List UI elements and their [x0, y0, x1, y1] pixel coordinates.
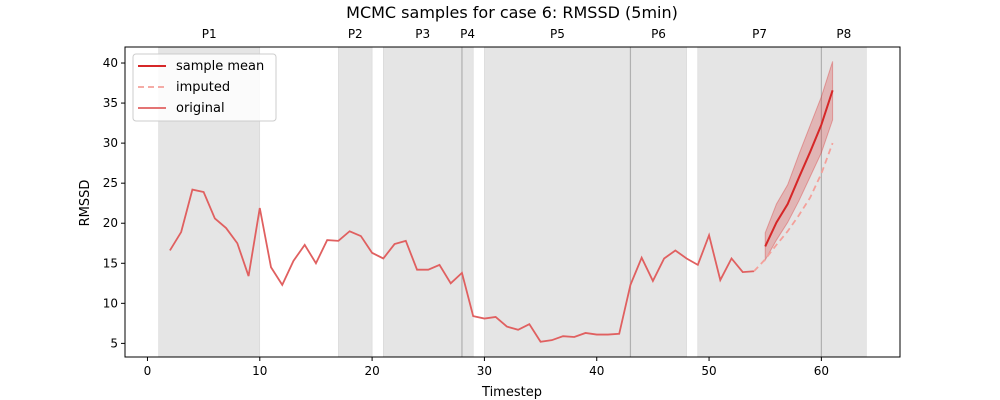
phase-labels: P1 P2 P3 P4 P5 P6 P7 P8	[202, 27, 851, 41]
x-tick-label-50: 50	[701, 364, 716, 378]
x-tick-label-10: 10	[252, 364, 267, 378]
phase-label-5: P5	[550, 27, 565, 41]
phase-label-2: P2	[348, 27, 363, 41]
phase-region-6	[630, 46, 687, 358]
phase-region-3	[383, 46, 463, 358]
y-tick-label-10: 10	[103, 296, 118, 310]
x-tick-label-60: 60	[814, 364, 829, 378]
x-tick-label-0: 0	[144, 364, 152, 378]
credible-band	[764, 61, 834, 262]
series-imputed	[753, 142, 834, 272]
x-tick-label-30: 30	[477, 364, 492, 378]
phase-label-6: P6	[651, 27, 666, 41]
phase-boundaries	[461, 47, 822, 357]
phase-label-8: P8	[836, 27, 851, 41]
y-tick-label-25: 25	[103, 176, 118, 190]
series-original	[169, 188, 755, 343]
phase-region-5	[484, 46, 631, 358]
phase-label-3: P3	[415, 27, 430, 41]
x-axis: 0 10 20 30 40 50 60	[144, 357, 829, 378]
y-tick-label-20: 20	[103, 216, 118, 230]
y-tick-label-15: 15	[103, 256, 118, 270]
series-lines	[169, 89, 834, 343]
phase-shading	[158, 46, 867, 358]
x-tick-label-20: 20	[364, 364, 379, 378]
y-axis-label: RMSSD	[78, 180, 93, 227]
phase-region-7	[697, 46, 822, 358]
phase-label-4: P4	[460, 27, 475, 41]
y-tick-label-30: 30	[103, 136, 118, 150]
legend-label-original: original	[176, 101, 225, 116]
x-tick-label-40: 40	[589, 364, 604, 378]
legend-label-sample-mean: sample mean	[176, 59, 264, 74]
y-tick-label-40: 40	[103, 56, 118, 70]
legend: sample mean imputed original	[132, 53, 277, 122]
legend-box	[132, 53, 277, 122]
credible-band-area	[764, 61, 834, 262]
chart-title: MCMC samples for case 6: RMSSD (5min)	[346, 3, 678, 22]
legend-label-imputed: imputed	[176, 80, 230, 95]
y-tick-label-35: 35	[103, 96, 118, 110]
phase-label-7: P7	[752, 27, 767, 41]
phase-label-1: P1	[202, 27, 217, 41]
series-sample-mean	[764, 89, 834, 247]
phase-region-2	[338, 46, 373, 358]
x-axis-label: Timestep	[481, 385, 542, 400]
y-tick-label-5: 5	[110, 336, 118, 350]
y-axis: 5 10 15 20 25 30 35 40	[103, 56, 125, 350]
plot-frame	[124, 46, 901, 358]
